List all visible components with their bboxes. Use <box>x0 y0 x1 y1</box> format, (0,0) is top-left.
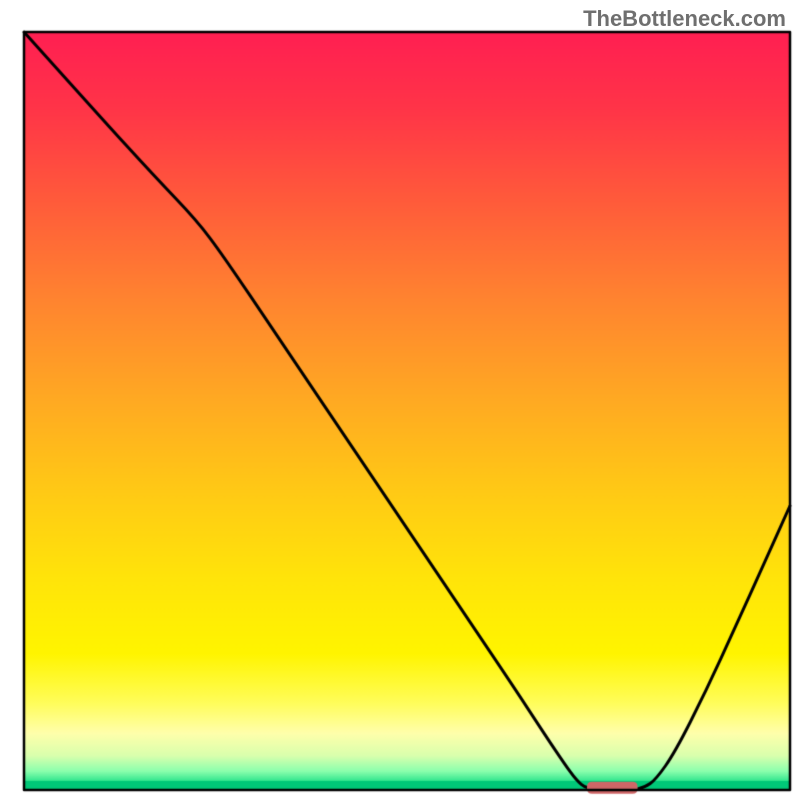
bottleneck-chart <box>0 0 800 800</box>
